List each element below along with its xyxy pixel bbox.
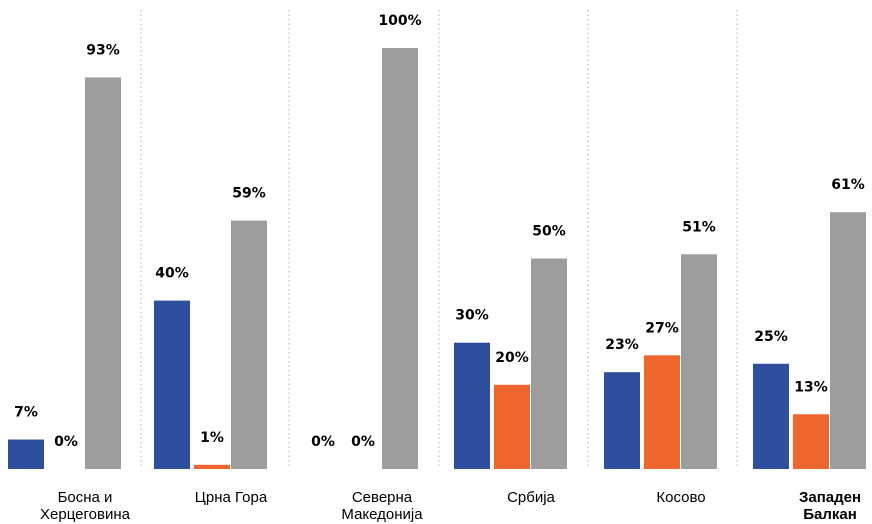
bar-g3-s0: [454, 342, 490, 469]
bar-g2-s2: [382, 48, 418, 469]
bar-g5-s1: [793, 414, 829, 469]
category-label-line: Црна Гора: [195, 489, 268, 506]
value-label-g2-s0: 0%: [311, 434, 335, 450]
value-label-g1-s1: 1%: [200, 430, 224, 446]
bars: [8, 48, 866, 469]
bar-g1-s1: [194, 464, 230, 469]
value-label-g1-s2: 59%: [232, 186, 266, 202]
category-label-3: Србија: [507, 489, 555, 506]
value-labels: 7% 40% 0% 30% 23% 25% 0% 1% 0% 20% 27% 13% 93% 59% 100…: [14, 13, 865, 450]
bar-g1-s0: [154, 300, 190, 469]
value-label-g3-s0: 30%: [455, 308, 489, 324]
value-label-g4-s2: 51%: [682, 219, 716, 235]
value-label-g0-s1: 0%: [54, 434, 78, 450]
value-label-g2-s1: 0%: [351, 434, 375, 450]
value-label-g5-s1: 13%: [794, 379, 828, 395]
bar-g5-s2: [830, 212, 866, 469]
category-label-line: Херцеговина: [40, 506, 131, 523]
value-label-g3-s2: 50%: [532, 224, 566, 240]
category-label-line: Балкан: [803, 506, 857, 523]
category-label-line: Северна: [352, 489, 413, 506]
category-label-0: Босна и Херцеговина: [40, 489, 131, 523]
category-label-line: Србија: [507, 489, 555, 506]
value-label-g2-s2: 100%: [378, 13, 421, 29]
value-label-g0-s2: 93%: [86, 42, 120, 58]
category-label-line: Македонија: [341, 506, 423, 523]
group-separators: [140, 10, 738, 469]
category-label-4: Косово: [656, 489, 705, 506]
bar-g4-s1: [644, 355, 680, 469]
category-labels: Босна и Херцеговина Црна Гора Северна Македо…: [40, 489, 861, 523]
value-label-g5-s0: 25%: [754, 329, 788, 345]
bar-g0-s2: [85, 77, 121, 469]
bar-g4-s0: [604, 372, 640, 469]
category-label-line: Босна и: [58, 489, 113, 506]
category-label-line: Косово: [656, 489, 705, 506]
value-label-g1-s0: 40%: [155, 266, 189, 282]
bar-g0-s0: [8, 439, 44, 469]
value-label-g4-s1: 27%: [645, 320, 679, 336]
bar-g5-s0: [753, 363, 789, 469]
category-label-1: Црна Гора: [195, 489, 268, 506]
value-label-g0-s0: 7%: [14, 405, 38, 421]
category-label-line: Западен: [799, 489, 861, 506]
bar-g1-s2: [231, 220, 267, 469]
bar-g3-s1: [494, 384, 530, 469]
bar-g3-s2: [531, 258, 567, 469]
category-label-2: Северна Македонија: [341, 489, 423, 523]
value-label-g4-s0: 23%: [605, 337, 639, 353]
bar-g4-s2: [681, 254, 717, 469]
value-label-g5-s2: 61%: [831, 177, 865, 193]
value-label-g3-s1: 20%: [495, 350, 529, 366]
category-label-5: Западен Балкан: [799, 489, 861, 523]
